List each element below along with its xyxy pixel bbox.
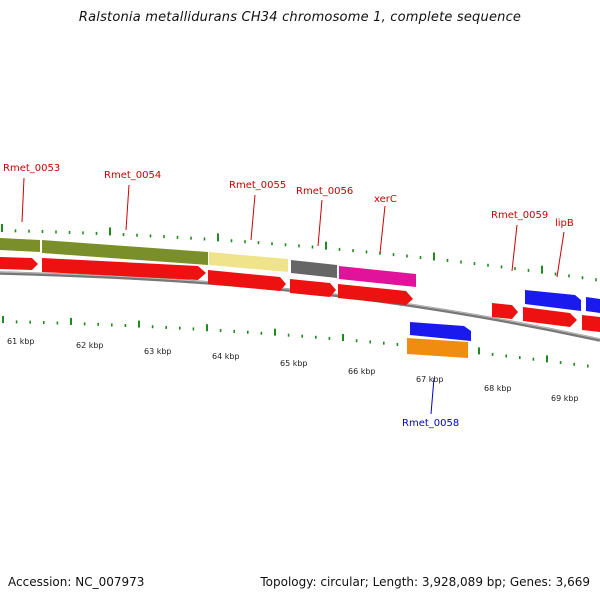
scale-label: 62 kbp (76, 341, 104, 350)
cds-arrow (0, 257, 38, 270)
leader-line (317, 199, 323, 247)
gene-label: Rmet_0059 (491, 210, 548, 221)
genome-summary: Topology: circular; Length: 3,928,089 bp… (260, 575, 590, 589)
gene-blue (525, 290, 581, 311)
scale-label: 61 kbp (7, 337, 35, 346)
leader-line (125, 184, 130, 231)
cds-arrow (523, 307, 577, 327)
leader-line (379, 205, 386, 254)
scale-label: 69 kbp (551, 394, 579, 403)
map-title: Ralstonia metallidurans CH34 chromosome … (78, 10, 522, 25)
gene-blue (410, 322, 471, 341)
scale-label: 64 kbp (212, 352, 240, 361)
cds-arrows (0, 257, 600, 332)
scale-label: 65 kbp (280, 359, 308, 368)
cds-arrow (338, 284, 413, 305)
cds-arrow (582, 315, 600, 332)
feature-band (0, 238, 416, 287)
gene-bar-magenta (339, 266, 416, 287)
gene-labels: Rmet_0053 Rmet_0054 Rmet_0055 Rmet_0056 … (3, 163, 574, 429)
gene-bar-olive-left (0, 238, 40, 252)
cds-arrow (208, 270, 286, 291)
gene-label: xerC (374, 194, 397, 205)
other-features (407, 290, 600, 358)
gene-bar-olive (42, 240, 208, 265)
cds-arrow (290, 279, 336, 297)
gene-label: Rmet_0058 (402, 418, 459, 429)
gene-blue (586, 297, 600, 313)
accession-text: Accession: NC_007973 (8, 575, 145, 589)
cds-arrow (492, 303, 518, 319)
scale-label: 68 kbp (484, 384, 512, 393)
scale-label: 67 kbp (416, 375, 444, 384)
gene-orange (407, 338, 468, 358)
leader-lines (21, 177, 565, 415)
leader-line (21, 177, 25, 223)
leader-line (511, 224, 518, 272)
gene-label: lipB (555, 218, 574, 229)
cds-arrow (42, 258, 206, 280)
gene-bar-khaki (209, 252, 288, 272)
scale-labels: 61 kbp 62 kbp 63 kbp 64 kbp 65 kbp 66 kb… (7, 337, 579, 403)
gene-label: Rmet_0055 (229, 180, 286, 191)
leader-line (430, 377, 435, 415)
gene-label: Rmet_0053 (3, 163, 60, 174)
gene-label: Rmet_0056 (296, 186, 353, 197)
scale-label: 66 kbp (348, 367, 376, 376)
leader-line (250, 194, 256, 241)
outer-tick-ring (1, 224, 597, 282)
gene-label: Rmet_0054 (104, 170, 161, 181)
scale-label: 63 kbp (144, 347, 172, 356)
leader-line (556, 231, 565, 278)
gene-bar-gray (291, 260, 337, 278)
